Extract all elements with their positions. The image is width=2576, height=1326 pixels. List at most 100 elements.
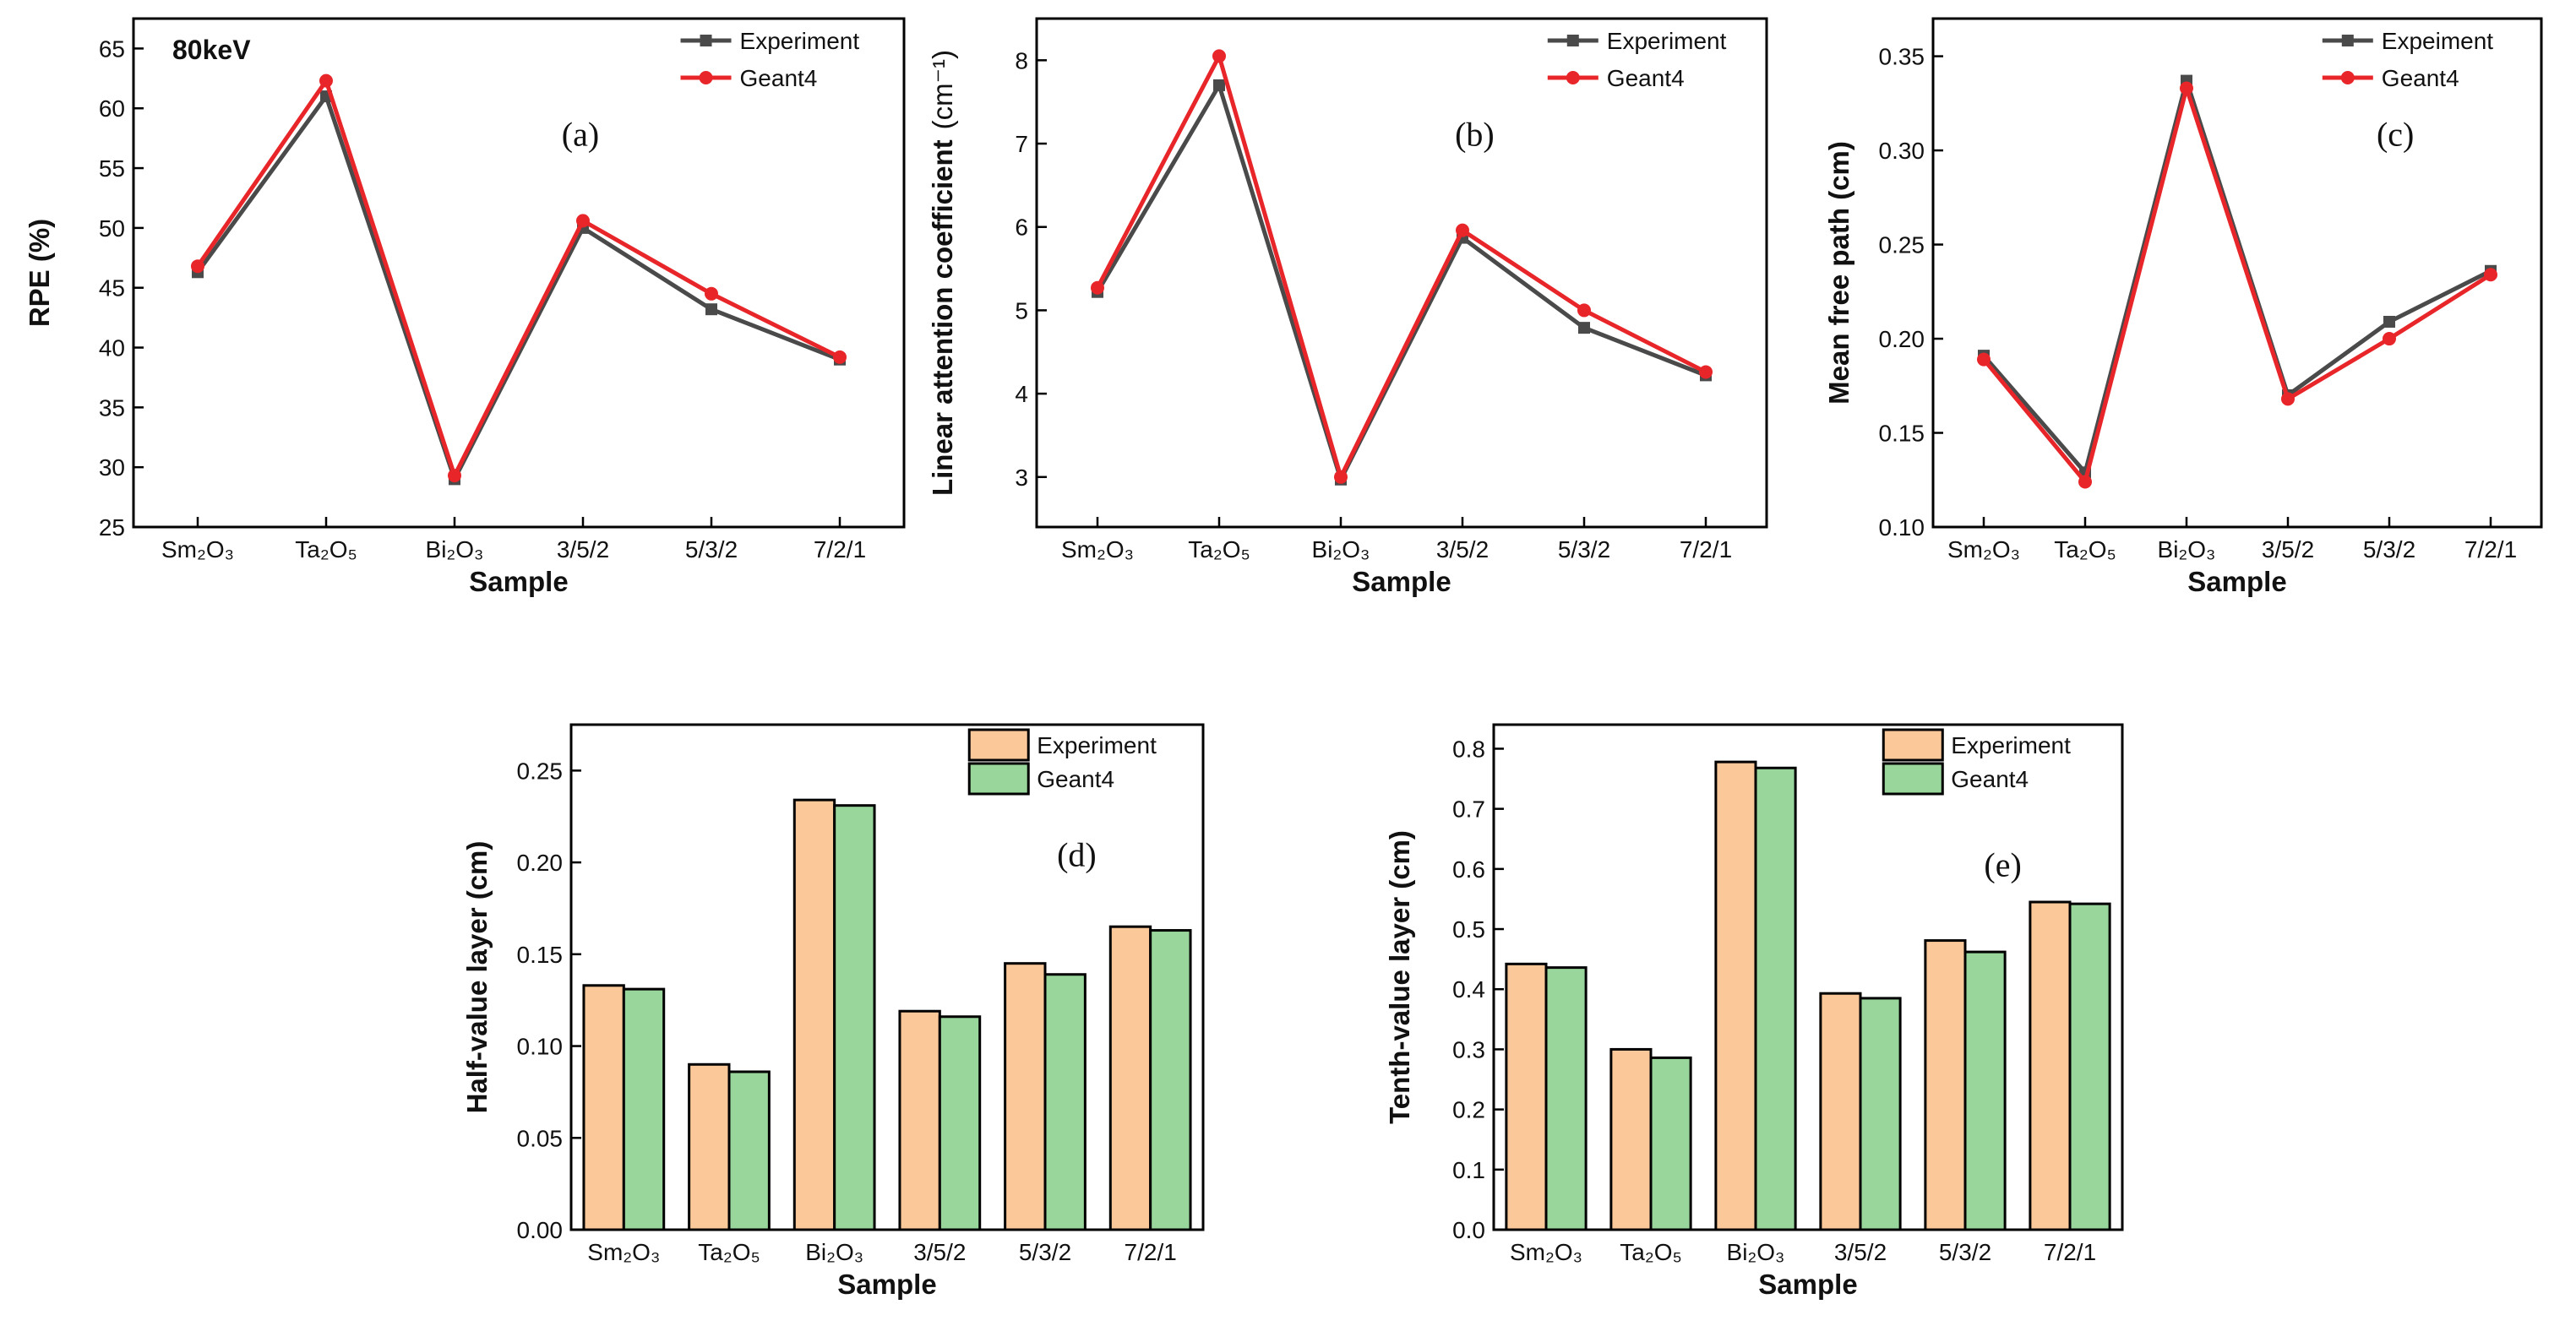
x-tick-label: 5/3/2 <box>1939 1239 1991 1265</box>
x-tick-label: Bi₂O₃ <box>1312 536 1370 562</box>
x-tick-label: Ta₂O₅ <box>295 536 357 562</box>
y-tick-label: 55 <box>99 155 125 182</box>
chart-panel-b: 3 4 5 6 7 8 Sm₂O₃ Ta₂O₅ Bi₂O₃ 3/5/2 5/3/2 7/2/1 Samp… <box>927 17 1768 597</box>
y-tick-label: 65 <box>99 35 125 62</box>
legend-entry: Geant4 <box>1547 65 1685 91</box>
x-tick-label: 5/3/2 <box>1558 536 1610 562</box>
data-point <box>1577 303 1591 318</box>
plot-frame <box>569 723 1205 1231</box>
x-tick-label: Bi₂O₃ <box>805 1239 863 1265</box>
y-tick-label: 30 <box>99 454 125 481</box>
x-tick-label: 3/5/2 <box>1834 1239 1887 1265</box>
legend-swatch <box>967 728 1030 762</box>
y-tick-label: 0.8 <box>1452 736 1485 762</box>
energy-note: 80keV <box>172 35 251 65</box>
bar <box>727 1070 771 1231</box>
y-tick-label: 35 <box>99 394 125 421</box>
legend-label: Geant4 <box>1037 766 1114 792</box>
y-tick-label: 0.15 <box>517 942 564 968</box>
series-geant4 <box>1544 766 2111 1231</box>
panel-label: (b) <box>1455 116 1495 154</box>
bar <box>2029 900 2072 1231</box>
legend-marker <box>2340 71 2355 84</box>
bar <box>2068 902 2111 1231</box>
bar <box>833 804 876 1231</box>
y-tick-label: 25 <box>99 514 125 541</box>
legend-marker <box>700 35 712 46</box>
y-tick-label: 60 <box>99 95 125 122</box>
panel-label: (a) <box>562 116 599 154</box>
x-tick-label: 7/2/1 <box>2044 1239 2096 1265</box>
y-tick-label: 0.4 <box>1452 976 1485 1003</box>
bar <box>898 1009 941 1231</box>
y-tick-label: 0.35 <box>1879 44 1925 70</box>
chart-panel-c: 0.10 0.15 0.20 0.25 0.30 0.35 Sm₂O₃ Ta₂O₅ Bi₂O₃ 3… <box>1823 17 2543 597</box>
x-axis-label: Sample <box>1758 1269 1857 1300</box>
data-point <box>705 303 717 316</box>
bar <box>1108 925 1152 1231</box>
y-tick-label: 0.30 <box>1879 138 1925 164</box>
series-line <box>1095 53 1707 480</box>
y-tick-label: 8 <box>1015 47 1028 73</box>
x-tick-label: 7/2/1 <box>1680 536 1732 562</box>
y-axis-label: RPE (%) <box>24 219 55 327</box>
y-axis-label: Linear attention coefficient(cm⁻¹) <box>927 50 958 496</box>
bar <box>1149 929 1192 1231</box>
y-tick-label: 6 <box>1015 215 1028 241</box>
x-tick-label: Sm₂O₃ <box>161 536 234 562</box>
y-tick-label: 0.20 <box>517 850 564 876</box>
data-point <box>1699 365 1713 379</box>
series-experiment <box>192 90 846 486</box>
series-geant4 <box>1091 49 1713 484</box>
y-tick-label: 0.15 <box>1879 421 1925 447</box>
data-point <box>576 214 590 228</box>
panel-label: (e) <box>1984 845 2021 883</box>
x-tick-label: Sm₂O₃ <box>1947 536 2020 562</box>
y-tick-label: 0.25 <box>1879 232 1925 258</box>
y-tick-label: 3 <box>1015 465 1028 491</box>
series-line <box>195 79 841 478</box>
data-point <box>2383 332 2396 346</box>
legend-marker <box>699 71 713 84</box>
series-line <box>1982 85 2492 484</box>
bar <box>1505 962 1548 1231</box>
x-tick-label: Sm₂O₃ <box>587 1239 660 1265</box>
y-tick-label: 0.20 <box>1879 326 1925 352</box>
legend-label: Geant4 <box>2382 65 2459 91</box>
legend-marker <box>1566 35 1579 46</box>
legend-label: Experiment <box>740 28 860 54</box>
data-point <box>2281 392 2295 406</box>
legend-entry: Experiment <box>680 28 860 54</box>
series-line <box>1982 79 2492 475</box>
data-point <box>2484 268 2497 282</box>
data-point <box>833 350 847 364</box>
series-line <box>195 94 841 481</box>
y-tick-label: 0.00 <box>517 1217 564 1243</box>
bar <box>1819 992 1862 1231</box>
y-tick-label: 45 <box>99 275 125 302</box>
x-axis-label: Sample <box>2187 566 2286 597</box>
y-axis-unit: (cm⁻¹) <box>927 50 958 129</box>
y-tick-label: 0.10 <box>517 1034 564 1060</box>
bar <box>1963 950 2007 1231</box>
x-tick-label: Bi₂O₃ <box>426 536 484 562</box>
legend-swatch <box>1882 728 1944 762</box>
plot-frame <box>1035 17 1768 529</box>
legend-marker <box>1566 71 1580 84</box>
series-line <box>1095 83 1707 482</box>
x-tick-label: 3/5/2 <box>1436 536 1489 562</box>
y-tick-label: 0.2 <box>1452 1097 1485 1123</box>
x-tick-label: Ta₂O₅ <box>1620 1239 1682 1265</box>
legend-entry: Geant4 <box>967 762 1114 796</box>
bar <box>688 1062 731 1231</box>
x-tick-label: Sm₂O₃ <box>1061 536 1134 562</box>
series-geant4 <box>622 804 1192 1231</box>
y-tick-label: 0.1 <box>1452 1157 1485 1183</box>
y-tick-label: 7 <box>1015 131 1028 157</box>
plot-frame <box>1931 17 2543 529</box>
x-tick-label: 5/3/2 <box>2363 536 2415 562</box>
x-tick-label: Bi₂O₃ <box>1727 1239 1785 1265</box>
data-point <box>191 259 204 274</box>
chart-panel-e: 0.0 0.1 0.2 0.3 0.4 0.5 0.6 0.7 0.8 Sm₂O₃ Ta₂O₅ Bi₂… <box>1384 723 2124 1300</box>
plot-frame <box>1492 723 2124 1231</box>
